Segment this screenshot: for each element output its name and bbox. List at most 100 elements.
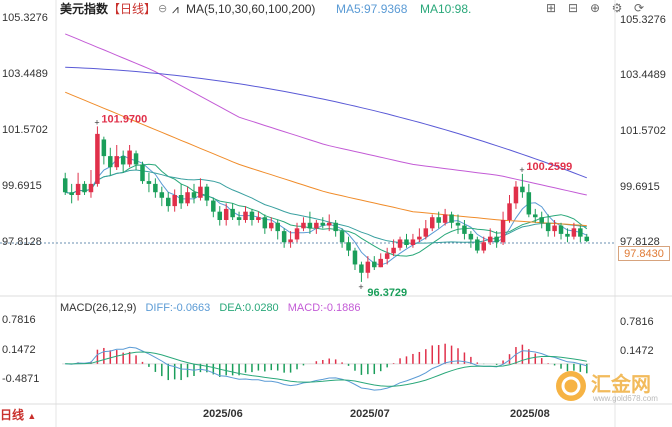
candle-body: [120, 156, 126, 165]
candle-body: [571, 228, 577, 237]
candle-body: [475, 239, 480, 251]
candle-body: [172, 195, 177, 207]
candle-body: [262, 217, 268, 229]
macd-right-axis-label: 0.7816: [620, 316, 654, 328]
watermark-text: 汇金网: [591, 374, 651, 396]
candle-body: [69, 192, 74, 195]
candle-body: [320, 222, 326, 226]
candle-body: [558, 225, 564, 234]
candle-body: [314, 222, 319, 229]
candle-body: [146, 181, 152, 184]
annotations: 101.9700+100.2599+96.3729+: [94, 113, 572, 299]
macd-left-axis-label: 0.7816: [2, 314, 36, 326]
ma30-line: [65, 169, 587, 244]
candle-body: [288, 239, 293, 243]
extreme-label: 96.3729: [367, 287, 407, 299]
candle-body: [307, 222, 313, 229]
candle-body: [88, 183, 94, 193]
candle-body: [275, 222, 280, 232]
candle-body: [269, 222, 274, 229]
candle-body: [339, 231, 345, 243]
candle-body: [526, 192, 532, 215]
candle-body: [449, 214, 454, 223]
candle-body: [436, 217, 441, 223]
period-tab[interactable]: 日线 ▲: [0, 406, 36, 423]
candle-body: [352, 250, 358, 265]
candle-body: [410, 239, 416, 245]
macd-dea: DEA:0.0280: [219, 302, 279, 314]
macd-header: MACD(26,12,9) DIFF:-0.0663 DEA:0.0280 MA…: [60, 302, 367, 314]
candle-body: [442, 214, 448, 223]
candle-body: [75, 183, 81, 195]
ma60-line: [65, 91, 587, 227]
candle-body: [384, 253, 390, 259]
candle-body: [62, 178, 68, 193]
candle-body: [455, 222, 461, 226]
refresh-icon[interactable]: ⟳: [633, 1, 645, 15]
candle-body: [108, 156, 113, 168]
ma-settings-icon[interactable]: ⩘: [172, 2, 179, 16]
x-axis-label: 2025/07: [350, 408, 390, 420]
macd-panel: [62, 343, 590, 391]
candle-body: [378, 258, 383, 268]
candle-body: [165, 197, 171, 207]
candle-body: [429, 217, 435, 229]
candle-body: [249, 211, 255, 220]
watermark: 汇金网 www.gold678.com: [553, 364, 671, 408]
right-axis-label: 105.3276: [620, 14, 666, 26]
period-tag[interactable]: 【日线】: [108, 2, 157, 16]
candle-body: [533, 214, 538, 218]
left-axis-label: 103.4489: [2, 68, 48, 80]
extreme-label: 100.2599: [526, 161, 572, 173]
macd-diff-line: [65, 346, 587, 391]
circle-icon[interactable]: ⊖: [158, 3, 168, 15]
candle-body: [494, 236, 499, 243]
right-axis-label: 103.4489: [620, 69, 666, 81]
candle-body: [114, 156, 119, 168]
last-price-tag: 97.8430: [618, 246, 670, 261]
candle-body: [513, 186, 519, 204]
macd-dea-line: [65, 351, 587, 387]
ma-label[interactable]: MA(5,10,30,60,100,200): [186, 2, 316, 16]
candle-body: [500, 220, 506, 243]
candle-body: [82, 183, 87, 193]
candle-body: [520, 186, 525, 193]
candle-body: [468, 233, 474, 240]
candle-body: [198, 186, 203, 198]
extreme-label: 101.9700: [101, 113, 147, 125]
candle-body: [404, 239, 409, 245]
candle-body: [281, 231, 287, 243]
candle-body: [101, 139, 107, 157]
candle-body: [391, 247, 396, 254]
candle-body: [359, 264, 364, 273]
candle-body: [397, 239, 403, 248]
candle-body: [578, 228, 583, 237]
macd-value: MACD:-0.1886: [287, 302, 361, 314]
candle-body: [417, 236, 422, 240]
right-axis-label: 101.5702: [620, 125, 666, 137]
candle-body: [256, 217, 261, 220]
grid-icon[interactable]: ⊞: [545, 1, 557, 15]
extreme-marker: +: [519, 165, 524, 175]
candle-body: [204, 186, 210, 201]
candle-body: [545, 222, 551, 232]
candle-body: [223, 208, 229, 220]
right-axis-label: 99.6915: [620, 181, 660, 193]
candle-body: [346, 242, 351, 251]
triangle-up-icon: ▲: [27, 411, 37, 421]
watermark-logo-icon: [556, 371, 586, 401]
extreme-marker: +: [358, 282, 363, 292]
ma5-line: [65, 155, 588, 266]
crosshair-icon[interactable]: ⊕: [589, 1, 601, 15]
settings-icon[interactable]: ⊟: [567, 1, 579, 15]
candles: [62, 126, 590, 282]
extreme-marker: +: [94, 117, 99, 127]
candle-body: [211, 200, 216, 212]
gear-icon[interactable]: ⚙: [611, 1, 623, 15]
candle-body: [217, 211, 223, 220]
candle-body: [333, 222, 338, 232]
x-axis-label: 2025/06: [203, 408, 243, 420]
candle-body: [153, 183, 158, 193]
macd-label[interactable]: MACD(26,12,9): [60, 302, 137, 314]
